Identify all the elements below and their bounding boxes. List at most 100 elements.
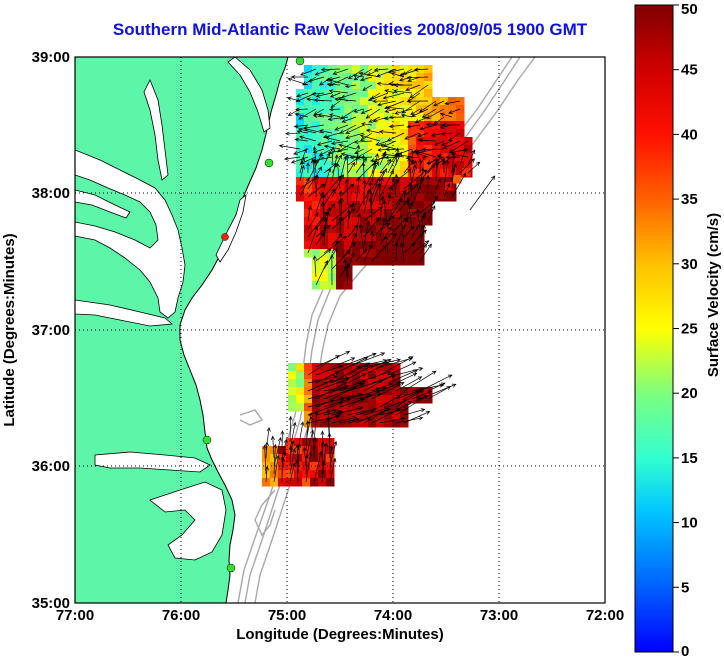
velocity-cell	[262, 470, 271, 479]
velocity-cell	[424, 185, 433, 194]
velocity-cell	[400, 137, 409, 146]
velocity-arrow	[331, 233, 343, 246]
velocity-arrow	[307, 379, 334, 392]
velocity-cell	[360, 81, 369, 90]
velocity-arrow	[338, 216, 343, 238]
velocity-arrow	[289, 421, 297, 451]
velocity-cell	[408, 217, 417, 226]
velocity-arrow	[353, 108, 365, 113]
velocity-cell	[392, 73, 401, 82]
velocity-cell	[336, 161, 345, 170]
velocity-cell	[304, 193, 313, 202]
velocity-cell	[304, 113, 313, 122]
velocity-cell	[368, 371, 377, 380]
velocity-arrow	[340, 152, 357, 158]
velocity-cell	[368, 201, 377, 210]
velocity-arrow	[317, 113, 333, 118]
velocity-cell	[400, 129, 409, 138]
velocity-cell	[328, 249, 337, 258]
velocity-cell	[328, 241, 337, 250]
velocity-arrow	[331, 240, 339, 254]
plot-frame	[74, 56, 606, 604]
velocity-arrow	[451, 152, 469, 158]
velocity-cell	[416, 217, 425, 226]
velocity-arrow	[363, 361, 390, 376]
velocity-arrow	[467, 161, 481, 174]
velocity-cell	[320, 105, 329, 114]
velocity-arrow	[312, 255, 317, 278]
velocity-arrow	[315, 259, 329, 286]
velocity-cell	[344, 121, 353, 130]
velocity-arrow	[285, 131, 301, 136]
velocity-cell	[344, 73, 353, 82]
velocity-cell	[392, 89, 401, 98]
velocity-cell	[320, 241, 329, 250]
velocity-arrow	[441, 140, 453, 146]
velocity-arrow	[280, 430, 285, 451]
velocity-cell	[328, 73, 337, 82]
velocity-arrow	[359, 76, 373, 82]
velocity-cell	[310, 454, 319, 463]
velocity-cell	[296, 379, 305, 388]
velocity-cell	[336, 97, 345, 106]
velocity-arrow	[315, 203, 336, 230]
velocity-cell	[462, 168, 471, 177]
velocity-cell	[328, 233, 337, 242]
velocity-arrow	[441, 131, 453, 136]
x-tick-label: 72:00	[586, 607, 624, 624]
velocity-cell	[352, 129, 361, 138]
velocity-cell	[360, 249, 369, 258]
velocity-cell	[318, 478, 327, 487]
velocity-arrow	[413, 67, 429, 72]
velocity-arrow	[320, 67, 341, 72]
velocity-arrow	[363, 387, 387, 400]
x-tick-label: 77:00	[56, 607, 94, 624]
velocity-arrow	[328, 89, 349, 94]
velocity-cell	[384, 105, 393, 114]
velocity-cell	[336, 113, 345, 122]
velocity-arrow	[315, 174, 320, 198]
velocity-arrow	[445, 155, 461, 160]
velocity-cell	[464, 153, 473, 162]
colorbar-gradient	[634, 4, 674, 653]
velocity-cell	[448, 161, 457, 170]
velocity-cell	[262, 454, 271, 463]
velocity-arrow	[362, 84, 373, 91]
velocity-cell	[328, 97, 337, 106]
velocity-cell	[328, 113, 337, 122]
velocity-cell	[400, 73, 409, 82]
velocity-cell	[262, 478, 271, 487]
velocity-arrow	[326, 82, 341, 87]
velocity-arrow	[430, 132, 445, 138]
velocity-cell	[344, 241, 353, 250]
velocity-arrow	[331, 416, 358, 424]
velocity-cell	[352, 161, 361, 170]
velocity-arrow	[331, 365, 362, 384]
velocity-arrow	[280, 455, 285, 483]
velocity-arrow	[419, 243, 428, 254]
velocity-cell	[416, 113, 425, 122]
velocity-cell	[352, 371, 361, 380]
velocity-arrow	[307, 226, 319, 254]
pamlico-sound	[149, 481, 227, 561]
velocity-cell	[456, 169, 465, 178]
velocity-arrow	[329, 457, 337, 483]
velocity-arrow	[331, 406, 364, 416]
velocity-cell	[432, 113, 441, 122]
velocity-cell	[270, 470, 279, 479]
velocity-cell	[424, 193, 433, 202]
velocity-arrow	[394, 173, 399, 190]
velocity-arrow	[335, 162, 341, 190]
velocity-cell	[312, 153, 321, 162]
velocity-cell	[352, 185, 361, 194]
velocity-cell	[400, 241, 409, 250]
velocity-arrow	[379, 416, 406, 424]
velocity-arrow	[355, 157, 367, 174]
velocity-cell	[456, 145, 465, 154]
velocity-arrow	[273, 436, 282, 467]
velocity-cell	[320, 145, 329, 154]
velocity-cell	[352, 233, 361, 242]
velocity-cell	[400, 65, 409, 74]
velocity-cell	[368, 89, 377, 98]
velocity-cell	[318, 470, 327, 479]
